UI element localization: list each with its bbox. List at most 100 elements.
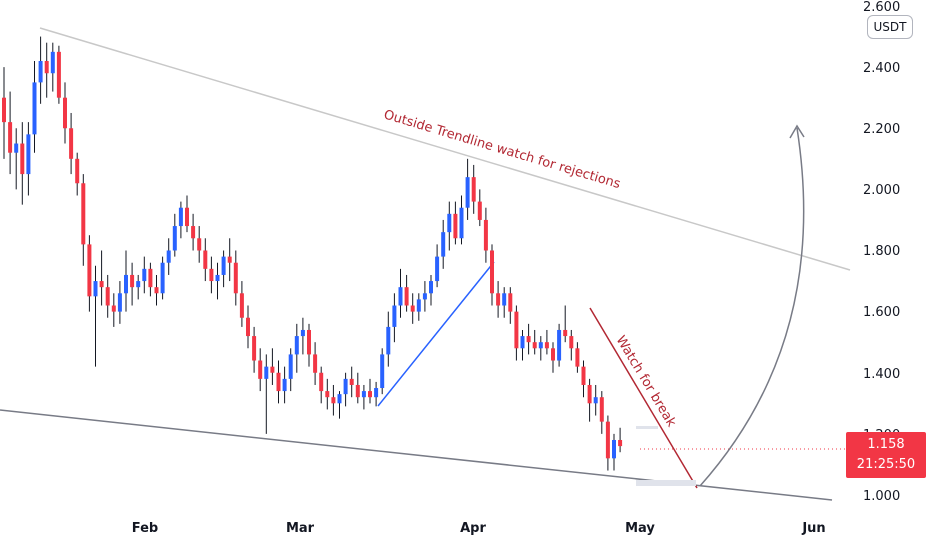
candle: [593, 384, 598, 416]
candle-body-down: [246, 317, 250, 337]
candle-body-up: [215, 274, 220, 282]
candle-body-down: [599, 397, 604, 422]
candle: [331, 384, 336, 416]
candle: [136, 274, 141, 300]
candle-body-down: [471, 177, 476, 202]
candle-body-down: [618, 439, 623, 447]
candle-body-down: [551, 348, 555, 361]
candle-body-down: [355, 384, 360, 398]
candle: [563, 305, 568, 343]
current-price: 1.158: [867, 437, 905, 452]
candle: [276, 360, 281, 404]
projection-arrow[interactable]: [699, 127, 805, 487]
candle: [502, 287, 507, 318]
candle: [8, 91, 13, 175]
support-line[interactable]: [377, 261, 495, 407]
candle-body-up: [429, 281, 433, 294]
candle: [69, 112, 74, 175]
candle-body-down: [227, 256, 232, 263]
candle: [325, 378, 330, 410]
candle-body-down: [8, 122, 13, 153]
candle-body-up: [612, 439, 616, 459]
unit-badge[interactable]: USDT: [867, 15, 913, 39]
candle: [294, 323, 299, 373]
candle: [221, 250, 226, 288]
candle-body-down: [410, 305, 415, 312]
candle: [447, 201, 452, 251]
candle-body-up: [337, 394, 342, 404]
bar-countdown: 21:25:50: [856, 457, 916, 472]
candle-body-down: [239, 293, 244, 318]
candle-body-down: [569, 336, 574, 349]
candle-body-down: [575, 348, 580, 367]
candle-body-up: [398, 287, 403, 306]
candle: [368, 378, 372, 404]
candle: [258, 348, 263, 392]
candle: [361, 384, 366, 410]
lower-trendline[interactable]: [0, 409, 833, 501]
candle-body-up: [441, 232, 446, 257]
break-line[interactable]: [589, 307, 698, 489]
candle: [81, 174, 86, 266]
candle-body-down: [508, 293, 513, 312]
x-tick-apr: Apr: [460, 521, 486, 536]
candle: [453, 201, 458, 245]
candle: [93, 265, 98, 367]
candle: [544, 329, 549, 355]
candle-body-down: [130, 274, 135, 288]
candle: [87, 235, 92, 312]
candle: [111, 293, 116, 327]
candle: [343, 372, 348, 407]
candle-body-down: [209, 268, 214, 282]
candle-body-down: [105, 287, 110, 306]
upper-trendline[interactable]: [39, 27, 851, 271]
candle-body-down: [368, 391, 372, 398]
candle: [56, 45, 61, 104]
candle-body-up: [26, 134, 31, 175]
candle: [99, 250, 104, 306]
candle: [386, 311, 391, 367]
candle: [605, 415, 610, 471]
candle-body-down: [532, 342, 537, 349]
x-tick-jun: Jun: [801, 521, 825, 536]
candle-body-up: [14, 143, 19, 153]
candle-body-up: [50, 51, 55, 74]
candle: [490, 244, 494, 306]
candle-body-down: [75, 158, 80, 184]
candle-body-up: [32, 82, 37, 135]
candle: [612, 433, 616, 471]
candle: [398, 268, 403, 318]
y-tick: 1.800: [863, 244, 900, 259]
candle: [252, 326, 257, 373]
candle: [282, 366, 287, 404]
candle: [154, 274, 159, 306]
candle: [618, 427, 623, 453]
candle-body-down: [483, 219, 488, 251]
candle-body-up: [502, 293, 507, 306]
candle: [32, 61, 37, 153]
candle-body-down: [81, 183, 86, 245]
upper-annotation: Outside Trendline watch for rejections: [382, 107, 622, 192]
candle-body-up: [343, 378, 348, 395]
candle-body-down: [325, 391, 330, 398]
candle: [410, 293, 415, 324]
candle: [227, 238, 232, 282]
candle-body-up: [392, 305, 397, 327]
candle-body-down: [526, 336, 531, 343]
candle-body-down: [453, 213, 458, 239]
candle-body-up: [288, 354, 293, 379]
candle-body-up: [465, 177, 470, 208]
candle: [355, 372, 360, 404]
range-marker-upper: [636, 426, 658, 429]
candle-body-up: [172, 226, 177, 251]
candle: [300, 317, 305, 355]
candle: [587, 378, 592, 422]
candle-body-down: [111, 305, 116, 312]
candle-body-down: [563, 329, 568, 337]
candle-body-down: [203, 250, 208, 269]
candle: [160, 256, 165, 300]
candle: [575, 342, 580, 373]
candle: [105, 274, 110, 318]
candle: [392, 293, 397, 343]
